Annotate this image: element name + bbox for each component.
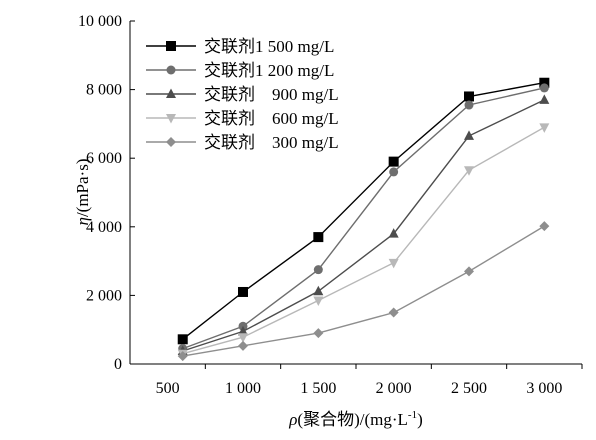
data-point: [388, 258, 399, 269]
legend-item: 交联剂 300 mg/L: [146, 133, 339, 152]
x-axis-superscript: -1: [408, 409, 417, 421]
x-tick-label: 500: [156, 380, 180, 397]
legend-marker: [166, 41, 176, 51]
series-5: [177, 221, 550, 362]
data-point: [177, 351, 188, 362]
legend-item: 交联剂1 200 mg/L: [146, 61, 334, 80]
data-point: [539, 221, 550, 232]
y-tick-label: 2 000: [86, 287, 122, 304]
y-tick-label: 0: [114, 356, 122, 373]
legend-label: 交联剂1 500 mg/L: [204, 37, 334, 56]
y-tick-label: 10 000: [78, 13, 122, 30]
data-point: [238, 333, 248, 343]
data-point: [313, 232, 324, 243]
data-point: [238, 340, 248, 351]
data-point: [539, 94, 550, 104]
plot-area: 0 2 000 4 000 6 000 8 000 10 000 500 1 000 1 50…: [78, 13, 583, 397]
data-point: [177, 334, 188, 345]
y-axis-unit: /(mPa·s): [73, 159, 92, 218]
legend-item: 交联剂 600 mg/L: [146, 109, 339, 128]
legend-label: 交联剂 300 mg/L: [204, 133, 339, 152]
series-4: [177, 123, 550, 360]
legend-marker: [166, 114, 176, 124]
data-point: [388, 228, 399, 238]
legend-label: 交联剂1 200 mg/L: [204, 61, 334, 80]
x-tick-label: 3 000: [526, 380, 562, 397]
series-line: [182, 99, 545, 352]
legend-label: 交联剂 600 mg/L: [204, 109, 339, 128]
x-axis-title: ρ(聚合物)/(mg·L-1): [288, 409, 423, 429]
legend-marker: [166, 65, 176, 75]
legend-marker: [166, 88, 176, 98]
data-point: [539, 83, 549, 93]
x-axis-text: (聚合物)/(mg·L: [297, 410, 407, 429]
y-axis-title: η/(mPa·s): [73, 159, 92, 226]
data-point: [539, 77, 550, 88]
data-point: [464, 130, 474, 140]
series-line: [182, 82, 545, 340]
x-tick-label: 2 500: [451, 380, 487, 397]
data-point: [238, 325, 248, 336]
legend-label: 交联剂 900 mg/L: [204, 85, 339, 104]
x-axis-close: ): [417, 410, 423, 429]
legend-item: 交联剂1 500 mg/L: [146, 37, 334, 56]
y-tick-label: 8 000: [86, 82, 122, 99]
data-point: [238, 286, 248, 297]
legend-item: 交联剂 900 mg/L: [146, 85, 339, 104]
x-axis-symbol: ρ: [288, 410, 297, 429]
series-line: [182, 87, 545, 350]
data-point: [313, 296, 324, 307]
data-point: [464, 91, 474, 102]
y-tick-label: 6 000: [86, 150, 122, 167]
x-axis-ticks: 500 1 000 1 500 2 000 2 500 3 000: [156, 364, 583, 397]
data-point: [313, 285, 324, 296]
data-point: [539, 123, 550, 133]
x-tick-label: 1 000: [225, 380, 261, 397]
data-point: [464, 266, 474, 277]
legend-marker: [166, 137, 176, 147]
data-point: [388, 307, 399, 318]
series-1: [177, 77, 550, 345]
series-layer: [177, 77, 550, 362]
series-line: [182, 225, 545, 357]
x-tick-label: 1 500: [300, 380, 336, 397]
legend: 交联剂1 500 mg/L 交联剂1 200 mg/L 交联剂 900 mg/L 交联…: [146, 37, 339, 152]
data-point: [464, 100, 474, 110]
data-point: [388, 156, 399, 167]
y-axis-symbol: η: [73, 217, 92, 225]
y-tick-label: 4 000: [86, 219, 122, 236]
data-point: [389, 167, 399, 177]
data-point: [313, 265, 323, 275]
data-point: [464, 166, 474, 176]
data-point: [313, 328, 324, 339]
x-tick-label: 2 000: [376, 380, 412, 397]
y-axis-ticks: 0 2 000 4 000 6 000 8 000 10 000: [78, 13, 135, 373]
series-line: [182, 126, 545, 355]
